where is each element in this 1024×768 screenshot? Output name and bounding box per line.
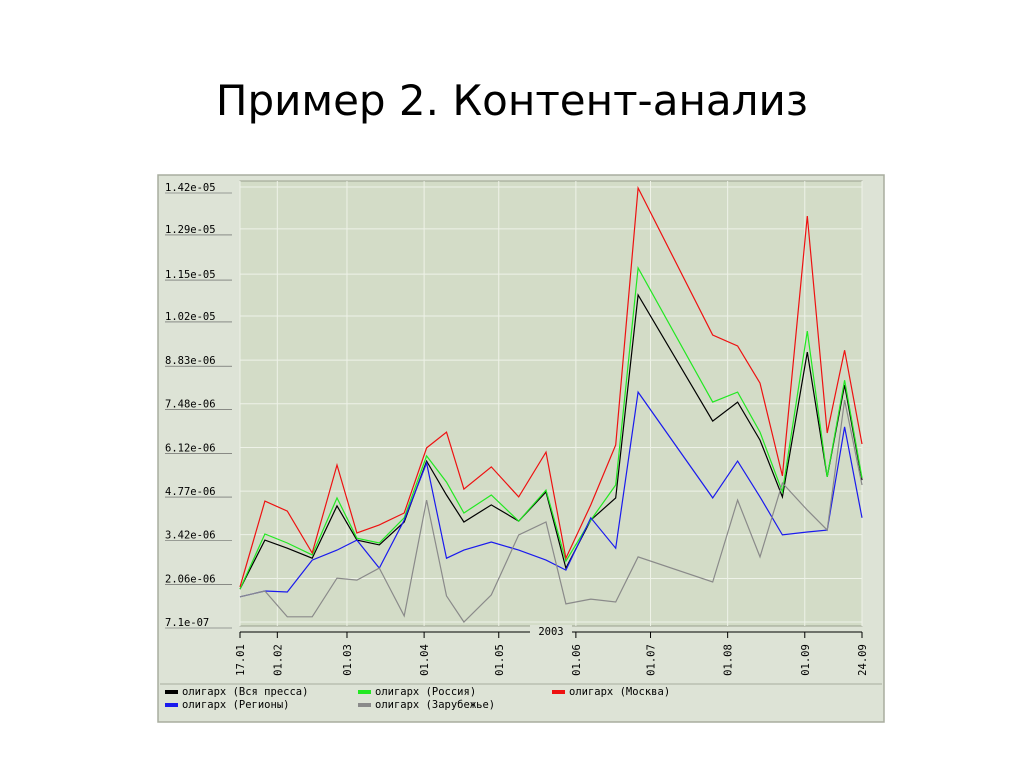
series-line bbox=[239, 390, 863, 598]
legend-swatch bbox=[165, 703, 178, 707]
legend-label: олигарх (Вся пресса) bbox=[182, 686, 308, 698]
y-tick-label: 8.83e-06 bbox=[165, 355, 216, 367]
legend-swatch bbox=[165, 690, 178, 694]
x-tick-label: 01.09 bbox=[800, 644, 812, 676]
x-tick-label: 01.06 bbox=[571, 644, 583, 676]
legend-label: олигарх (Регионы) bbox=[182, 699, 289, 711]
x-tick-label: 01.03 bbox=[342, 644, 354, 676]
legend-label: олигарх (Зарубежье) bbox=[375, 699, 495, 711]
x-tick-label: 24.09 bbox=[857, 644, 869, 676]
x-tick-label: 01.08 bbox=[723, 644, 735, 676]
y-tick-label: 4.77e-06 bbox=[165, 486, 216, 498]
x-tick-label: 17.01 bbox=[235, 644, 247, 676]
y-tick-label: 1.02e-05 bbox=[165, 311, 216, 323]
slide-title: Пример 2. Контент-анализ bbox=[216, 76, 808, 125]
y-tick-label: 1.29e-05 bbox=[165, 224, 216, 236]
lines bbox=[239, 185, 863, 623]
legend-swatch bbox=[358, 703, 371, 707]
y-tick-label: 2.06e-06 bbox=[165, 573, 216, 585]
legend-swatch bbox=[358, 690, 371, 694]
y-tick-label: 1.42e-05 bbox=[165, 182, 216, 194]
series-line bbox=[239, 293, 863, 590]
grid bbox=[239, 181, 863, 626]
x-tick-label: 01.07 bbox=[646, 644, 658, 676]
y-tick-label: 7.1e-07 bbox=[165, 617, 209, 629]
legend: олигарх (Вся пресса) олигарх (Россия) олиг… bbox=[165, 686, 670, 711]
legend-swatch bbox=[552, 690, 565, 694]
legend-label: олигарх (Россия) bbox=[375, 686, 476, 698]
y-tick-label: 1.15e-05 bbox=[165, 269, 216, 281]
x-tick-label: 01.04 bbox=[419, 644, 431, 676]
axes: 7.1e-07 2.06e-06 3.42e-06 4.77e-06 6.12e-06 7… bbox=[165, 182, 869, 676]
y-tick-label: 6.12e-06 bbox=[165, 443, 216, 455]
x-tick-label: 01.05 bbox=[494, 644, 506, 676]
series-line bbox=[239, 265, 863, 590]
legend-label: олигарх (Москва) bbox=[569, 686, 670, 698]
series-line bbox=[239, 185, 863, 588]
x-axis-label: 2003 bbox=[538, 626, 563, 638]
x-label-bg bbox=[530, 625, 572, 637]
x-tick-label: 01.02 bbox=[272, 644, 284, 676]
y-tick-label: 7.48e-06 bbox=[165, 399, 216, 411]
y-tick-label: 3.42e-06 bbox=[165, 530, 216, 542]
series-line bbox=[239, 399, 863, 623]
